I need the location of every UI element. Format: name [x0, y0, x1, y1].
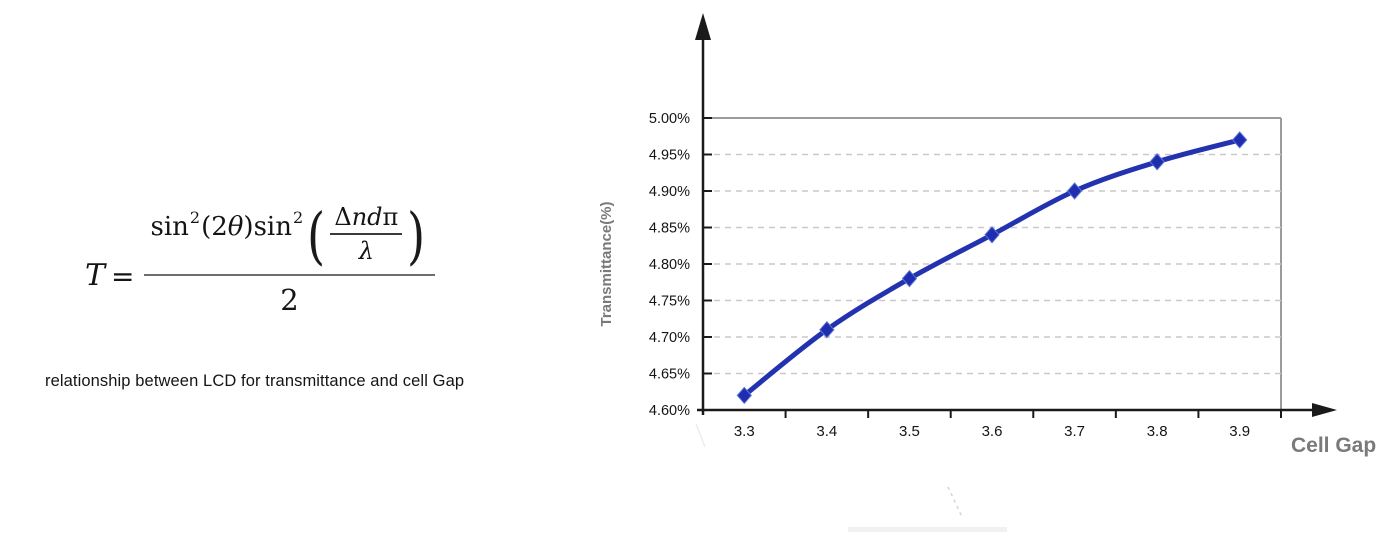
nd-term: nd	[351, 203, 383, 231]
y-tick-label: 4.75%	[649, 294, 690, 310]
figure-caption: relationship between LCD for transmittan…	[45, 372, 465, 390]
main-fraction-bar	[144, 274, 435, 276]
formula-inner-fraction: Δ nd π λ	[330, 203, 403, 265]
chart-svg: 4.60% 4.65% 4.70% 4.75% 4.80% 4.85% 4.90% 4.95%…	[598, 13, 1376, 532]
y-axis-arrowhead	[695, 13, 711, 40]
scan-artifact-smudge	[848, 527, 1007, 532]
x-tick-label: 3.9	[1229, 423, 1250, 440]
scan-artifact-diagonal	[947, 486, 963, 518]
data-point-marker	[1066, 182, 1083, 200]
lambda-symbol: λ	[358, 237, 374, 265]
sin-term-2: sin	[253, 212, 292, 242]
y-tick-label: 4.65%	[649, 367, 690, 383]
sin-exponent-1: 2	[189, 207, 201, 227]
arg1-close: )	[243, 212, 254, 242]
x-tick-label: 3.6	[982, 423, 1003, 440]
sin-exponent-2: 2	[292, 207, 304, 227]
transmittance-chart: 4.60% 4.65% 4.70% 4.75% 4.80% 4.85% 4.90% 4.95%…	[580, 0, 1397, 537]
x-tick-label: 3.3	[734, 423, 755, 440]
y-tick-label: 4.80%	[649, 257, 690, 273]
y-tick-label: 4.60%	[649, 403, 690, 419]
delta-symbol: Δ	[334, 203, 352, 231]
pi-symbol: π	[382, 203, 399, 231]
sin-term-1: sin	[150, 212, 189, 242]
y-axis-title: Transmittance(%)	[598, 201, 615, 326]
data-point-marker	[819, 320, 835, 339]
data-point-marker	[901, 269, 918, 288]
x-axis-arrowhead	[1312, 403, 1337, 417]
formula-lhs: T	[85, 258, 106, 293]
data-point-marker	[736, 386, 752, 405]
arg1-open: (2	[201, 212, 228, 242]
y-tick-label: 4.90%	[649, 184, 690, 200]
formula-denominator: 2	[280, 283, 299, 317]
data-point-marker	[984, 226, 1000, 244]
y-tick-label: 4.85%	[649, 221, 690, 237]
scan-artifact-corner	[695, 423, 706, 448]
inner-fraction-bar	[330, 233, 403, 235]
transmittance-formula: T = sin 2 (2 θ ) sin 2 ( Δ nd π	[85, 203, 435, 317]
x-tick-label: 3.4	[816, 423, 837, 440]
formula-numerator: sin 2 (2 θ ) sin 2 ( Δ nd π λ )	[150, 199, 426, 272]
theta-symbol: θ	[227, 212, 244, 242]
x-tick-label: 3.7	[1064, 423, 1085, 440]
x-tick-label: 3.8	[1147, 423, 1168, 440]
formula-equals: =	[111, 260, 135, 293]
y-tick-label: 4.95%	[649, 148, 690, 164]
x-axis-title: Cell Gap	[1291, 434, 1376, 457]
formula-main-fraction: sin 2 (2 θ ) sin 2 ( Δ nd π λ )	[144, 199, 435, 317]
data-point-marker	[1232, 131, 1248, 149]
data-point-marker	[1149, 153, 1165, 171]
y-tick-label: 4.70%	[649, 330, 690, 346]
series-line	[741, 137, 1243, 398]
x-tick-label: 3.5	[899, 423, 920, 440]
y-tick-label: 5.00%	[649, 111, 690, 127]
inner-numerator: Δ nd π	[330, 203, 402, 233]
